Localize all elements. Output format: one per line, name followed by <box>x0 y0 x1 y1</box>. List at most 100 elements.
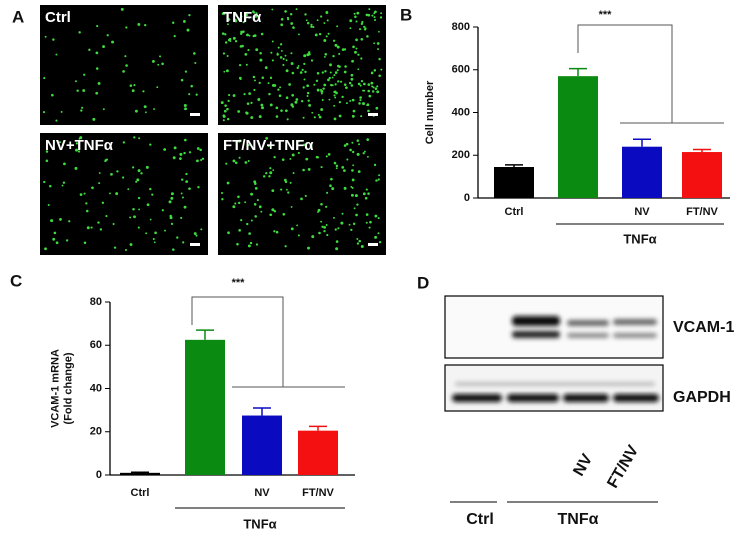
cell-dot <box>373 12 376 15</box>
bar <box>298 430 338 475</box>
band-label: GAPDH <box>673 389 731 406</box>
cell-dot <box>232 94 236 97</box>
cell-dot <box>325 11 329 14</box>
cell-dot <box>289 181 292 184</box>
y-axis-label: (Fold change) <box>62 352 74 424</box>
bar <box>622 146 662 198</box>
cell-dot <box>248 34 251 37</box>
cell-dot <box>260 103 264 107</box>
cell-dot <box>236 242 239 246</box>
cell-dot <box>292 172 295 175</box>
cell-dot <box>125 26 128 29</box>
cell-dot <box>343 48 347 51</box>
cell-dot <box>359 96 362 99</box>
cell-dot <box>297 234 300 237</box>
cell-dot <box>68 220 71 223</box>
cell-dot <box>291 71 295 75</box>
cell-dot <box>260 210 263 213</box>
cell-dot <box>75 142 79 145</box>
x-tick-label: NV <box>254 487 270 499</box>
cell-dot <box>302 86 305 89</box>
cell-dot <box>78 137 81 140</box>
cell-dot <box>341 212 344 215</box>
cell-dot <box>98 182 101 185</box>
scale-bar <box>368 113 378 116</box>
cell-dot <box>351 141 354 144</box>
cell-dot <box>240 30 243 33</box>
cell-dot <box>367 155 369 158</box>
cell-dot <box>290 62 294 66</box>
cell-dot <box>302 116 305 119</box>
cell-dot <box>237 139 241 143</box>
y-axis-label: VCAM-1 mRNA <box>49 349 61 428</box>
cell-dot <box>375 179 378 182</box>
cell-dot <box>262 175 266 178</box>
cell-dot <box>323 55 326 58</box>
panel-label: B <box>400 5 412 24</box>
cell-dot <box>332 54 335 58</box>
cell-dot <box>228 93 231 97</box>
cell-dot <box>373 42 376 45</box>
cell-dot <box>224 104 227 107</box>
cell-dot <box>65 239 69 242</box>
cell-dot <box>366 35 369 38</box>
cell-dot <box>132 208 135 211</box>
cell-dot <box>238 76 242 80</box>
cell-dot <box>142 90 145 93</box>
cell-dot <box>359 99 362 102</box>
significance-bracket <box>191 296 345 388</box>
cell-dot <box>284 245 287 248</box>
cell-dot <box>169 216 173 220</box>
cell-dot <box>170 196 174 200</box>
cell-dot <box>332 39 336 42</box>
cell-dot <box>60 110 63 113</box>
cell-dot <box>362 102 366 106</box>
cell-dot <box>303 62 306 66</box>
cell-dot <box>135 180 138 183</box>
cell-dot <box>317 113 320 116</box>
cell-dot <box>357 170 361 174</box>
cell-dot <box>188 14 191 17</box>
cell-dot <box>331 76 334 79</box>
cell-dot <box>362 192 366 196</box>
cell-dot <box>343 186 347 190</box>
cell-dot <box>373 69 377 72</box>
cell-dot <box>343 83 347 86</box>
cell-dot <box>59 141 62 144</box>
y-tick-label: 0 <box>464 192 470 204</box>
cell-dot <box>51 93 54 97</box>
cell-dot <box>271 189 275 193</box>
cell-dot <box>271 208 275 212</box>
cell-dot <box>343 144 347 147</box>
cell-dot <box>380 68 383 71</box>
cell-dot <box>229 37 232 41</box>
cell-dot <box>336 64 340 68</box>
cell-dot <box>334 96 337 99</box>
cell-dot <box>254 215 257 218</box>
cell-dot <box>311 111 314 114</box>
cell-dot <box>336 69 339 72</box>
cell-dot <box>270 51 273 54</box>
cell-dot <box>313 83 316 86</box>
cell-dot <box>350 84 354 87</box>
cell-dot <box>326 233 329 237</box>
cell-dot <box>124 55 127 58</box>
cell-dot <box>144 111 147 114</box>
cell-dot <box>183 205 187 209</box>
cell-dot <box>234 40 238 43</box>
cell-dot <box>345 102 348 105</box>
cell-dot <box>137 22 141 26</box>
cell-dot <box>184 70 188 73</box>
cell-dot <box>302 168 305 172</box>
cell-dot <box>306 21 310 25</box>
cell-dot <box>305 19 308 22</box>
cell-dot <box>90 226 93 229</box>
panel-label: C <box>10 271 22 290</box>
cell-dot <box>272 169 275 172</box>
cell-dot <box>188 93 191 96</box>
cell-dot <box>220 101 224 105</box>
cell-dot <box>133 84 136 87</box>
cell-dot <box>333 104 336 107</box>
cell-dot <box>120 7 124 11</box>
cell-dot <box>290 52 293 55</box>
